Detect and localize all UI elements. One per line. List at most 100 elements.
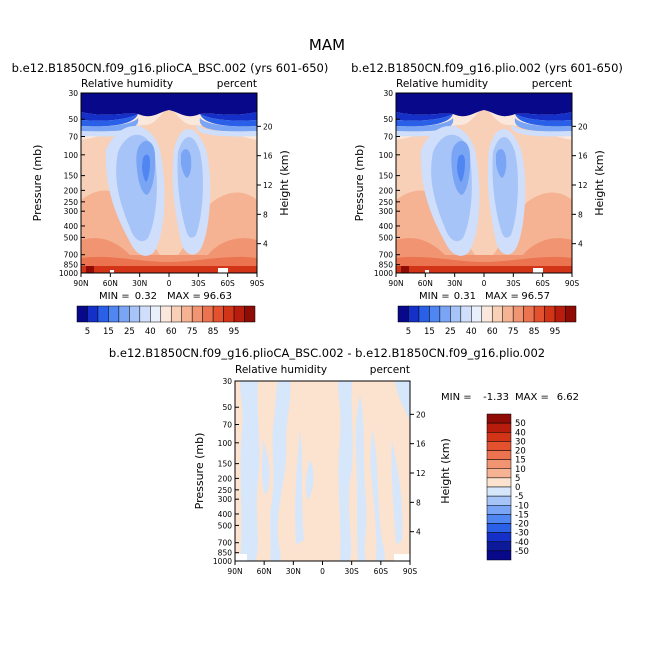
lat-tick-label: 60N (418, 279, 433, 288)
height-tick-label: 8 (416, 498, 421, 507)
colorbar-label: 85 (208, 327, 219, 337)
colorbar-label: 15 (103, 327, 114, 337)
panel-left-colorbar: 5 15 25 40 60 75 85 95 (76, 305, 256, 337)
pressure-tick-label: 1000 (374, 269, 393, 278)
pressure-tick-label: 850 (379, 261, 394, 270)
panel-left-var-label: Relative humidity (81, 78, 173, 90)
height-tick-label: 12 (578, 181, 588, 190)
colorbar-swatch (554, 305, 566, 323)
colorbar-label: 95 (550, 327, 561, 337)
panel-right-max-value: 96.57 (521, 291, 550, 302)
lat-tick-label: 0 (167, 279, 172, 288)
colorbar-label: 50 (515, 419, 526, 429)
colorbar-swatch (486, 441, 512, 451)
panel-right-colorbar: 5 15 25 40 60 75 85 95 (397, 305, 577, 337)
lat-tick-label: 0 (482, 279, 487, 288)
panel-left-max-value: 96.63 (203, 291, 232, 302)
colorbar-swatch (486, 459, 512, 469)
height-tick-label: 4 (578, 240, 583, 249)
colorbar-label: 95 (229, 327, 240, 337)
colorbar-swatch (191, 305, 203, 323)
pressure-tick-label: 400 (64, 222, 79, 231)
height-tick-label: 16 (578, 152, 588, 161)
pressure-tick-label: 100 (218, 439, 233, 448)
pressure-tick-label: 250 (218, 486, 233, 495)
pressure-tick-label: 50 (68, 115, 78, 124)
colorbar-label: 60 (487, 327, 498, 337)
colorbar-swatch (486, 532, 512, 542)
pressure-tick-label: 1000 (59, 269, 78, 278)
colorbar-swatch (244, 305, 256, 323)
colorbar-swatch (129, 305, 141, 323)
colorbar-swatch (486, 432, 512, 442)
pressure-tick-label: 250 (379, 198, 394, 207)
panel-right-min-value: 0.31 (454, 291, 476, 302)
height-tick-label: 8 (578, 210, 583, 219)
pressure-tick-label: 700 (218, 539, 233, 548)
colorbar-label: -20 (515, 520, 529, 530)
lat-tick-label: 0 (320, 567, 325, 576)
pressure-tick-label: 300 (218, 495, 233, 504)
lat-tick-label: 90N (73, 279, 88, 288)
panel-diff-max-label: MAX = (515, 392, 549, 403)
lat-tick-label: 60S (374, 567, 389, 576)
panel-diff-units: percent (370, 364, 410, 376)
height-tick-label: 20 (578, 122, 588, 131)
colorbar-label: -30 (515, 529, 529, 539)
colorbar-label: 75 (187, 327, 198, 337)
panel-right-contours (396, 93, 572, 273)
colorbar-swatch (233, 305, 245, 323)
panel-diff-height-ticks: 20 16 12 8 4 (410, 410, 426, 537)
height-tick-label: 4 (263, 240, 268, 249)
panel-diff-contours (235, 381, 410, 561)
panel-diff-subtitle: b.e12.B1850CN.f09_g16.plioCA_BSC.002 - b… (109, 346, 545, 360)
height-tick-label: 20 (416, 410, 426, 419)
colorbar-swatch (533, 305, 545, 323)
colorbar-swatch (486, 541, 512, 552)
colorbar-swatch (202, 305, 214, 323)
colorbar-label: 40 (466, 327, 477, 337)
colorbar-label: 5 (406, 327, 411, 337)
panel-right-height-ticks: 20 16 12 8 4 (572, 122, 588, 249)
panel-right-ylabel: Pressure (mb) (353, 145, 366, 222)
colorbar-label: 0 (515, 483, 520, 493)
pressure-tick-label: 250 (64, 198, 79, 207)
colorbar-swatch (502, 305, 514, 323)
colorbar-label: -5 (515, 492, 523, 502)
colorbar-label: -50 (515, 547, 529, 557)
colorbar-label: 85 (529, 327, 540, 337)
colorbar-swatch (108, 305, 120, 323)
colorbar-label: 30 (515, 437, 526, 447)
colorbar-label: 5 (515, 474, 520, 484)
pressure-tick-label: 70 (68, 132, 78, 141)
colorbar-swatch (87, 305, 99, 323)
colorbar-swatch (150, 305, 162, 323)
colorbar-swatch (223, 305, 235, 323)
panel-right-var-label: Relative humidity (396, 78, 488, 90)
pressure-tick-label: 100 (379, 151, 394, 160)
pressure-tick-label: 400 (379, 222, 394, 231)
pressure-tick-label: 70 (383, 132, 393, 141)
colorbar-label: 25 (445, 327, 456, 337)
panel-diff-min-label: MIN = (441, 392, 472, 403)
colorbar-swatch (408, 305, 420, 323)
colorbar-label: 15 (424, 327, 435, 337)
colorbar-swatch (486, 468, 512, 479)
panel-left-min-label: MIN = (99, 291, 130, 302)
lat-tick-label: 30S (191, 279, 206, 288)
height-tick-label: 12 (416, 469, 426, 478)
panel-right-lat-ticks: 90N 60N 30N 0 30S 60S 90S (388, 273, 579, 288)
panel-left-units: percent (217, 78, 257, 90)
lat-tick-label: 90S (403, 567, 418, 576)
pressure-tick-label: 200 (379, 186, 394, 195)
panel-left-height-ticks: 20 16 12 8 4 (257, 122, 273, 249)
colorbar-label: -10 (515, 501, 529, 511)
colorbar-swatch (523, 305, 535, 323)
lat-tick-label: 30S (506, 279, 521, 288)
panel-diff-ylabel: Pressure (mb) (193, 433, 206, 510)
height-tick-label: 16 (416, 440, 426, 449)
colorbar-swatch (486, 477, 512, 488)
panel-diff-y2label: Height (km) (439, 438, 452, 504)
